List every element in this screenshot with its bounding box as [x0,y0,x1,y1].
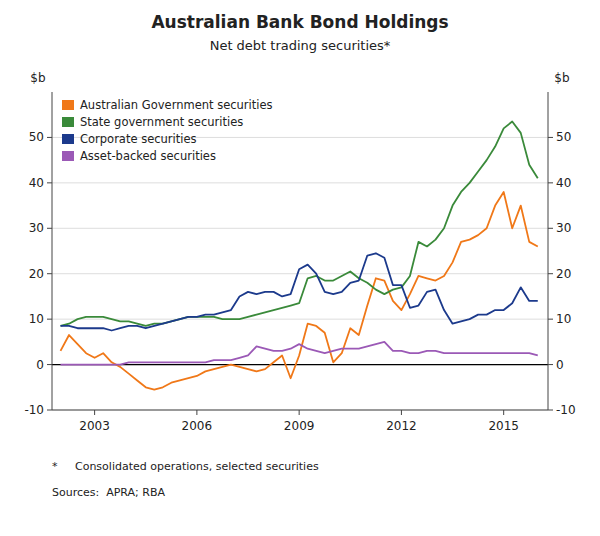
y2-tick [548,273,553,274]
series-line [61,192,538,390]
legend-label: Asset-backed securities [80,149,216,163]
x-tick-label: 2003 [79,419,110,433]
y-tick [47,137,52,138]
x-tick [196,410,197,415]
x-tick-label: 2015 [488,419,519,433]
grid-line [52,273,548,274]
legend-swatch [62,100,74,110]
footnote: * Consolidated operations, selected secu… [52,460,319,473]
series-line [61,122,538,326]
y2-tick [548,182,553,183]
y-tick-label: 20 [29,267,44,281]
x-tick-label: 2012 [386,419,417,433]
x-tick [503,410,504,415]
y-tick-label: 0 [36,358,44,372]
source: Sources: APRA; RBA [52,486,165,499]
series-line [61,342,538,365]
grid-line [52,410,548,411]
legend-swatch [62,117,74,127]
y2-tick [548,228,553,229]
zero-line [52,364,548,365]
x-axis-line [52,410,548,411]
x-tick [94,410,95,415]
y2-tick [548,364,553,365]
title: Australian Bank Bond Holdings [151,12,448,32]
y-tick-label: 30 [29,221,44,235]
y-tick-label: 10 [29,312,44,326]
y2-tick-label: 30 [556,221,571,235]
y2-tick-label: 0 [556,358,564,372]
y2-tick [548,319,553,320]
lines [61,122,538,390]
y-tick-label: 40 [29,176,44,190]
chart: Australian Bank Bond Holdings Net debt tr… [0,0,600,536]
y-tick [47,319,52,320]
y-tick-label: 50 [29,130,44,144]
y-axis-line [52,92,53,410]
y2-axis-label: $b [554,71,569,85]
x-tick-label: 2006 [182,419,213,433]
grid-line [52,319,548,320]
y2-tick [548,410,553,411]
y2-axis-line [548,92,549,410]
y2-tick-label: 10 [556,312,571,326]
series-line [61,253,538,330]
legend-label: Australian Government securities [80,98,273,112]
y-axis-label: $b [30,71,45,85]
legend-label: Corporate securities [80,132,197,146]
legend-swatch [62,134,74,144]
legend-label: State government securities [80,115,243,129]
grid-line [52,364,548,365]
y2-tick [548,137,553,138]
y2-tick-label: 20 [556,267,571,281]
y-tick-label: -10 [24,403,44,417]
x-tick [299,410,300,415]
legend: Australian Government securities State go… [62,98,273,163]
y2-tick-label: 50 [556,130,571,144]
y-tick [47,182,52,183]
grid-line [52,228,548,229]
x-tick-label: 2009 [284,419,315,433]
y2-tick-label: -10 [556,403,576,417]
y-tick [47,410,52,411]
subtitle: Net debt trading securities* [210,38,391,53]
legend-swatch [62,151,74,161]
x-tick [401,410,402,415]
grid-line [52,182,548,183]
y2-tick-label: 40 [556,176,571,190]
y-tick [47,228,52,229]
y-tick [47,273,52,274]
y-tick [47,364,52,365]
